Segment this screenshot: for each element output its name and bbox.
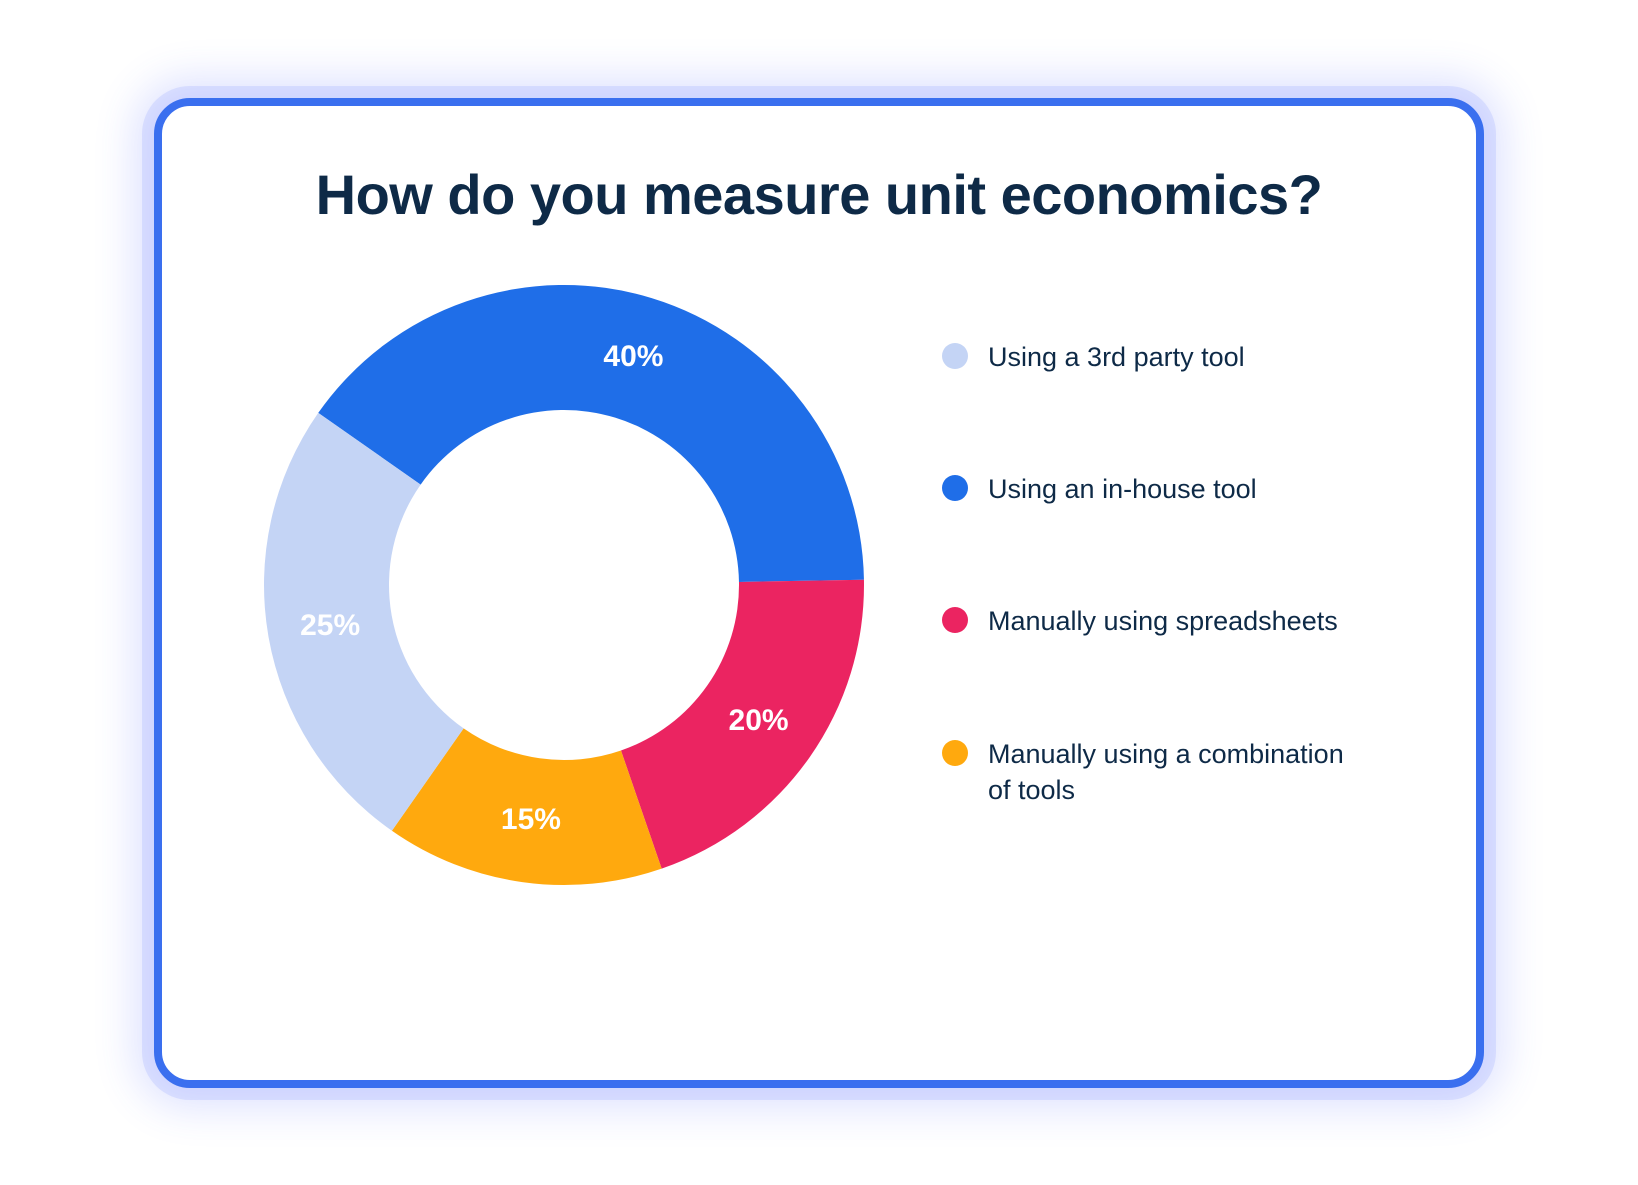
chart-content: 40%20%15%25% Using a 3rd party toolUsing… <box>234 255 1404 1040</box>
donut-slice-thirdparty <box>264 412 464 830</box>
donut-svg <box>234 255 894 915</box>
legend-item-combination: Manually using a combination of tools <box>942 736 1404 809</box>
chart-card: How do you measure unit economics? 40%20… <box>154 98 1484 1088</box>
donut-slice-spreadsheets <box>621 579 864 868</box>
legend-item-thirdparty: Using a 3rd party tool <box>942 339 1404 375</box>
donut-chart: 40%20%15%25% <box>234 255 894 915</box>
legend-item-inhouse: Using an in-house tool <box>942 471 1404 507</box>
legend-swatch-combination <box>942 740 968 766</box>
legend: Using a 3rd party tool Using an in-house … <box>894 255 1404 809</box>
legend-label-inhouse: Using an in-house tool <box>988 471 1257 507</box>
legend-label-combination: Manually using a combination of tools <box>988 736 1368 809</box>
legend-swatch-inhouse <box>942 475 968 501</box>
legend-swatch-spreadsheets <box>942 607 968 633</box>
legend-item-spreadsheets: Manually using spreadsheets <box>942 603 1404 639</box>
donut-slice-inhouse <box>318 285 864 582</box>
legend-label-thirdparty: Using a 3rd party tool <box>988 339 1245 375</box>
legend-label-spreadsheets: Manually using spreadsheets <box>988 603 1338 639</box>
chart-title: How do you measure unit economics? <box>234 162 1404 227</box>
legend-swatch-thirdparty <box>942 343 968 369</box>
